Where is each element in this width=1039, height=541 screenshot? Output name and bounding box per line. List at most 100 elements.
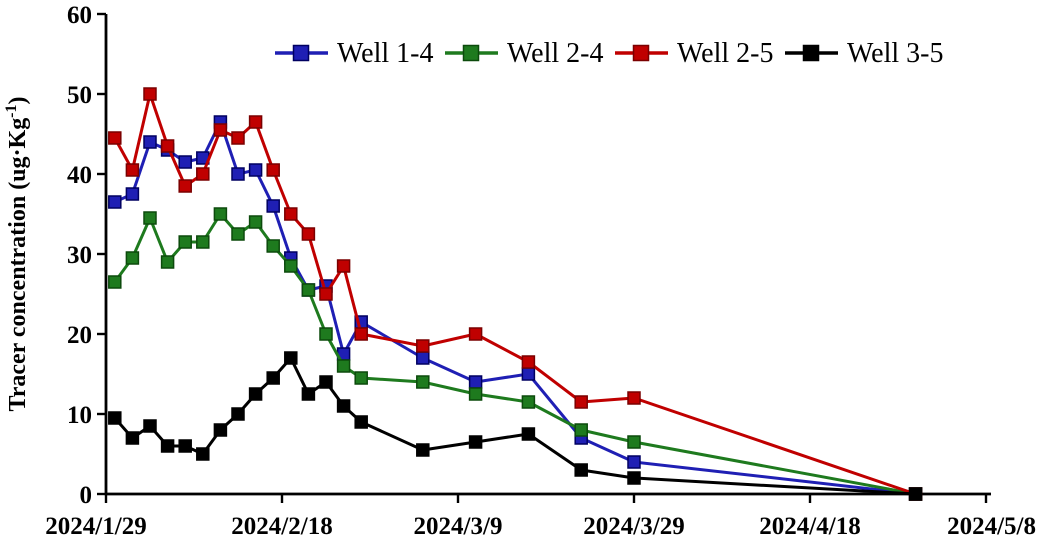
- axes-line: [104, 14, 991, 496]
- y-tick-label: 40: [67, 162, 92, 189]
- data-point-marker-well-3-5: [627, 471, 641, 485]
- data-point-marker-well-2-5: [354, 327, 368, 341]
- data-point-marker-well-2-5: [213, 123, 228, 137]
- data-point-marker-well-2-4: [248, 215, 263, 229]
- data-point-marker-well-3-5: [468, 435, 483, 449]
- data-point-marker-well-3-5: [196, 447, 210, 461]
- data-point-marker-well-2-4: [284, 259, 298, 273]
- data-point-marker-well-2-5: [266, 163, 280, 177]
- data-point-marker-well-3-5: [178, 439, 192, 453]
- data-point-marker-well-2-4: [468, 387, 483, 401]
- data-point-marker-well-3-5: [248, 387, 263, 401]
- y-tick-label: 10: [67, 402, 92, 429]
- data-point-marker-well-2-4: [213, 207, 228, 221]
- data-point-marker-well-2-4: [354, 371, 368, 385]
- data-point-marker-well-2-4: [574, 423, 588, 437]
- data-point-marker-well-2-5: [160, 139, 175, 153]
- data-point-marker-well-2-4: [108, 275, 122, 289]
- data-point-marker-well-3-5: [574, 463, 588, 477]
- data-point-marker-well-3-5: [284, 351, 298, 365]
- data-point-marker-well-3-5: [231, 407, 245, 421]
- x-tick-label: 2024/4/18: [759, 513, 860, 540]
- data-point-marker-well-2-4: [178, 235, 192, 249]
- data-point-marker-well-3-5: [143, 419, 157, 433]
- data-point-marker-well-3-5: [301, 387, 316, 401]
- data-point-marker-well-3-5: [354, 415, 368, 429]
- data-point-marker-well-2-5: [468, 327, 483, 341]
- data-point-marker-well-2-4: [301, 283, 316, 297]
- data-point-marker-well-3-5: [160, 439, 175, 453]
- legend-label-well-2-4: Well 2-4: [507, 38, 604, 69]
- series-well-2-4: [108, 207, 923, 501]
- y-tick-label: 30: [67, 242, 92, 269]
- x-tick-label: 2024/5/8: [947, 513, 1036, 540]
- legend-label-well-1-4: Well 1-4: [337, 38, 434, 69]
- data-point-marker-well-2-5: [521, 355, 536, 369]
- data-point-marker-well-2-5: [284, 207, 298, 221]
- data-point-marker-well-3-5: [125, 431, 140, 445]
- data-point-marker-well-3-5: [108, 411, 122, 425]
- data-point-marker-well-2-5: [108, 131, 122, 145]
- data-point-marker-well-1-4: [231, 167, 245, 181]
- legend-marker-well-2-5: [632, 44, 650, 62]
- data-point-marker-well-3-5: [908, 487, 923, 501]
- y-tick-label: 50: [67, 82, 92, 109]
- data-point-marker-well-2-5: [248, 115, 263, 129]
- data-point-marker-well-2-5: [143, 87, 157, 101]
- legend-label-well-3-5: Well 3-5: [847, 38, 944, 69]
- series-well-1-4: [108, 115, 923, 501]
- data-point-marker-well-1-4: [178, 155, 192, 169]
- data-point-marker-well-1-4: [266, 199, 280, 213]
- data-point-marker-well-1-4: [416, 351, 430, 365]
- data-point-marker-well-3-5: [266, 371, 280, 385]
- legend-item-well-2-4: Well 2-4: [445, 38, 604, 69]
- data-point-marker-well-2-5: [627, 391, 641, 405]
- y-tick-label: 0: [80, 482, 93, 509]
- data-point-marker-well-2-4: [319, 327, 333, 341]
- y-tick-label: 60: [67, 2, 92, 29]
- data-point-marker-well-2-4: [125, 251, 140, 265]
- data-point-marker-well-1-4: [521, 367, 536, 381]
- data-point-marker-well-2-4: [143, 211, 157, 225]
- y-axis-title: Tracer concentration (ug·Kg-1): [3, 96, 31, 411]
- data-point-marker-well-2-5: [301, 227, 316, 241]
- data-point-marker-well-1-4: [143, 135, 157, 149]
- data-point-marker-well-2-5: [319, 287, 333, 301]
- series-line-well-2-5: [113, 92, 917, 496]
- data-point-marker-well-3-5: [319, 375, 333, 389]
- legend-item-well-3-5: Well 3-5: [785, 38, 944, 69]
- legend-label-well-2-5: Well 2-5: [677, 38, 774, 69]
- data-point-marker-well-3-5: [416, 443, 430, 457]
- data-point-marker-well-2-4: [336, 359, 351, 373]
- data-point-marker-well-2-4: [416, 375, 430, 389]
- series-well-3-5: [108, 351, 923, 501]
- legend-item-well-1-4: Well 1-4: [275, 38, 434, 69]
- data-point-marker-well-3-5: [213, 423, 228, 437]
- data-point-marker-well-2-4: [231, 227, 245, 241]
- legend: Well 1-4 Well 2-4 Well 2-5 Well 3-5: [275, 38, 944, 69]
- data-point-marker-well-2-5: [125, 163, 140, 177]
- data-point-marker-well-1-4: [108, 195, 122, 209]
- legend-marker-well-1-4: [292, 44, 310, 62]
- legend-marker-well-3-5: [802, 44, 820, 62]
- data-point-marker-well-2-4: [266, 239, 280, 253]
- data-point-marker-well-2-4: [521, 395, 536, 409]
- x-tick-label: 2024/3/29: [583, 513, 684, 540]
- y-tick-label: 20: [67, 322, 92, 349]
- series-well-2-5: [108, 87, 923, 501]
- legend-item-well-2-5: Well 2-5: [615, 38, 774, 69]
- data-point-marker-well-1-4: [248, 163, 263, 177]
- legend-marker-well-2-4: [462, 44, 480, 62]
- data-point-marker-well-2-5: [416, 339, 430, 353]
- series-line-well-3-5: [113, 356, 916, 496]
- data-point-marker-well-2-5: [231, 131, 245, 145]
- data-point-marker-well-2-5: [336, 259, 351, 273]
- data-point-marker-well-2-5: [178, 179, 192, 193]
- data-point-marker-well-1-4: [468, 375, 483, 389]
- data-point-marker-well-3-5: [521, 427, 536, 441]
- x-tick-label: 2024/1/29: [45, 513, 146, 540]
- data-point-marker-well-1-4: [125, 187, 140, 201]
- data-point-marker-well-2-5: [196, 167, 210, 181]
